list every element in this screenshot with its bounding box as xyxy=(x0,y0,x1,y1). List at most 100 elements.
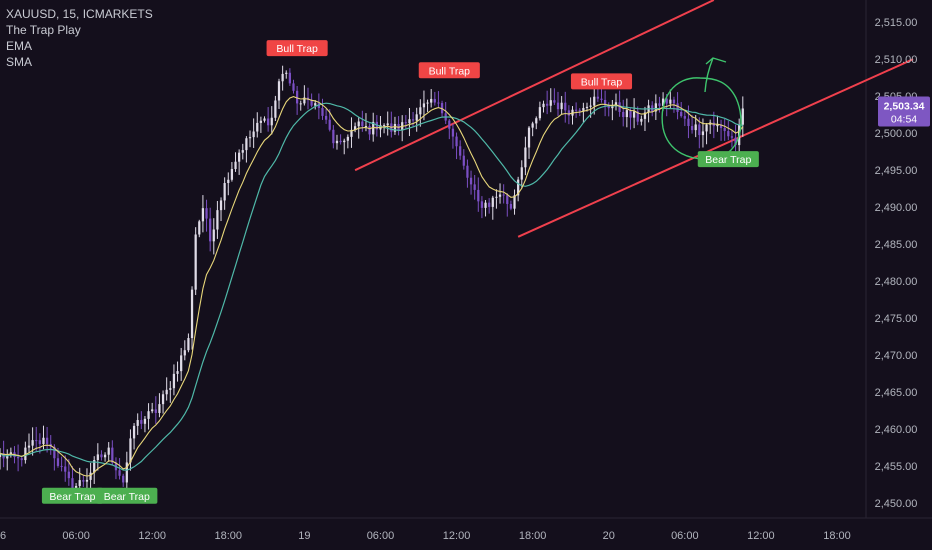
candle-body xyxy=(350,129,353,137)
candle xyxy=(455,132,458,160)
candle-body xyxy=(607,105,610,109)
arrow-head[interactable] xyxy=(705,57,727,65)
candle-body xyxy=(625,110,628,118)
trap-label-background xyxy=(418,62,480,79)
moving-averages xyxy=(0,96,744,477)
candle-body xyxy=(238,152,241,162)
candle-body xyxy=(147,411,150,419)
candle-body xyxy=(422,103,426,108)
candle-body xyxy=(372,121,375,135)
candle xyxy=(419,99,422,127)
price-tag-countdown: 04:54 xyxy=(891,113,917,125)
candle xyxy=(314,100,317,110)
symbol-title[interactable]: XAUUSD, 15, ICMARKETS xyxy=(6,7,153,21)
candle xyxy=(473,175,476,200)
candle-body xyxy=(600,98,603,100)
trap-markers: Bear Trap Bear Trap Bull Trap Bull Trap Bull… xyxy=(41,40,759,504)
time-axis[interactable]: 16 06:00 12:00 18:00 19 06:00 12:00 18:00 20 06:0… xyxy=(0,530,851,542)
candle-body xyxy=(640,118,643,122)
candle-body xyxy=(288,72,291,84)
candle xyxy=(151,402,154,414)
candle xyxy=(408,108,411,137)
candle-body xyxy=(56,458,60,466)
candle-body xyxy=(556,102,560,110)
candle xyxy=(194,227,197,296)
candle-body xyxy=(343,140,346,143)
candle-body xyxy=(727,131,730,137)
candle-body xyxy=(67,471,70,479)
candle xyxy=(93,456,96,484)
last-price-tag: 2,503.34 04:54 xyxy=(878,96,930,127)
candle xyxy=(741,96,744,137)
candle xyxy=(212,218,215,255)
time-tick-label: 16 xyxy=(0,530,6,542)
candle-body xyxy=(661,98,665,106)
candle-body xyxy=(589,105,592,107)
candle-body xyxy=(165,389,168,395)
candle-body xyxy=(408,119,411,124)
arrow-annotation[interactable] xyxy=(704,57,714,93)
candle-body xyxy=(382,125,386,127)
time-tick-label: 12:00 xyxy=(138,530,166,542)
price-tick-label: 2,510.00 xyxy=(875,54,918,66)
candle-body xyxy=(578,109,581,111)
trap-label-text: Bear Trap xyxy=(49,491,95,503)
candle xyxy=(364,113,368,132)
candle-body xyxy=(6,455,9,459)
indicator-trap-play[interactable]: The Trap Play xyxy=(6,23,81,37)
channel-line[interactable] xyxy=(517,58,914,238)
candle-body xyxy=(129,438,132,463)
time-tick-label: 06:00 xyxy=(671,530,699,542)
candle-body xyxy=(140,420,143,424)
chart-legend: XAUUSD, 15, ICMARKETS The Trap Play EMA … xyxy=(6,6,153,70)
candle-body xyxy=(96,454,99,461)
candle-body xyxy=(353,126,357,130)
candle-body xyxy=(85,479,89,482)
indicator-sma[interactable]: SMA xyxy=(6,55,33,69)
candle-body xyxy=(658,103,661,106)
candle-body xyxy=(310,99,313,106)
candle xyxy=(705,123,708,145)
candle xyxy=(20,456,23,467)
candle-body xyxy=(741,108,744,125)
candle-body xyxy=(219,200,223,211)
trend-channel[interactable] xyxy=(354,0,914,238)
candle xyxy=(382,123,386,134)
candle-body xyxy=(575,109,578,111)
candle xyxy=(24,441,27,464)
candle-body xyxy=(216,210,219,230)
candle-body xyxy=(364,125,368,127)
indicator-ema[interactable]: EMA xyxy=(6,39,33,53)
candle-body xyxy=(680,111,683,117)
candle xyxy=(629,108,632,130)
candle-body xyxy=(78,480,81,486)
candle xyxy=(122,473,125,487)
candle xyxy=(636,106,639,126)
candle xyxy=(285,70,288,79)
candle xyxy=(180,347,183,381)
candle-body xyxy=(339,140,342,143)
time-tick-label: 12:00 xyxy=(443,530,471,542)
candle-body xyxy=(187,338,190,351)
candle xyxy=(183,340,186,361)
candle xyxy=(147,403,150,430)
candle xyxy=(234,152,237,172)
candle-body xyxy=(324,115,328,120)
candle-body xyxy=(263,118,266,121)
candle-body xyxy=(705,124,708,132)
candle xyxy=(176,361,179,382)
candle xyxy=(643,106,647,131)
trap-label-background xyxy=(570,73,633,90)
candle-body xyxy=(451,128,455,137)
candle-body xyxy=(618,102,621,112)
candle xyxy=(248,130,252,148)
channel-line[interactable] xyxy=(354,0,715,172)
candle-body xyxy=(538,107,542,119)
candle xyxy=(317,93,320,120)
candle xyxy=(575,102,578,118)
bear-trap-label: Bear Trap xyxy=(41,487,104,504)
candle xyxy=(209,207,212,252)
candle xyxy=(219,197,223,222)
